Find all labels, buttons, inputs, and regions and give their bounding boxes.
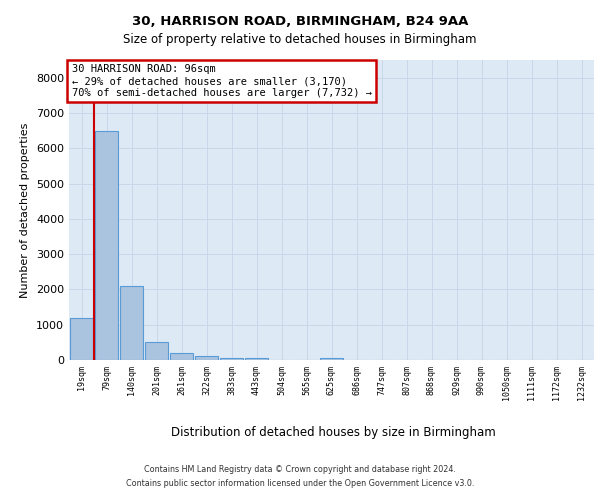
Bar — [320, 358, 343, 360]
Text: Distribution of detached houses by size in Birmingham: Distribution of detached houses by size … — [170, 426, 496, 439]
Text: 30, HARRISON ROAD, BIRMINGHAM, B24 9AA: 30, HARRISON ROAD, BIRMINGHAM, B24 9AA — [132, 15, 468, 28]
Bar — [195, 356, 218, 360]
Bar — [120, 286, 143, 360]
Bar — [245, 358, 268, 360]
Text: 30 HARRISON ROAD: 96sqm
← 29% of detached houses are smaller (3,170)
70% of semi: 30 HARRISON ROAD: 96sqm ← 29% of detache… — [71, 64, 371, 98]
Text: Size of property relative to detached houses in Birmingham: Size of property relative to detached ho… — [123, 32, 477, 46]
Y-axis label: Number of detached properties: Number of detached properties — [20, 122, 31, 298]
Text: Contains HM Land Registry data © Crown copyright and database right 2024.
Contai: Contains HM Land Registry data © Crown c… — [126, 466, 474, 487]
Bar — [95, 130, 118, 360]
Bar — [170, 353, 193, 360]
Bar — [70, 318, 93, 360]
Bar — [145, 342, 168, 360]
Bar — [220, 358, 243, 360]
